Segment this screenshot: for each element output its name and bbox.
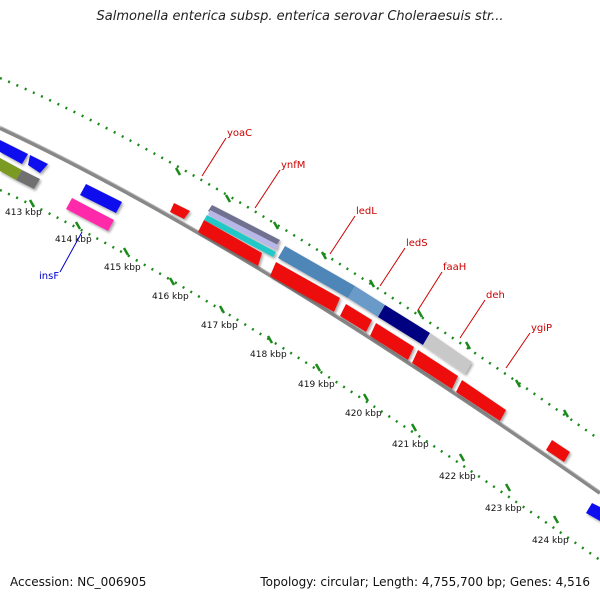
leader-line-insF xyxy=(59,231,83,273)
gene-feature-blue[interactable] xyxy=(586,503,600,521)
gene-label-insF[interactable]: insF xyxy=(39,271,59,282)
leader-line-yoaC xyxy=(201,137,227,177)
tick-labels: 413 kbp 414 kbp 415 kbp 416 kbp 417 kbp … xyxy=(5,208,569,546)
outer-dotted-ring xyxy=(0,76,600,442)
tick-label: 424 kbp xyxy=(532,536,569,546)
leader-line-ledS xyxy=(379,247,406,287)
gene-feature-blue[interactable] xyxy=(80,184,122,213)
accession-text: Accession: NC_006905 xyxy=(10,575,147,589)
tick-label: 413 kbp xyxy=(5,208,42,218)
gene-feature-slate[interactable] xyxy=(208,205,280,246)
outer-tick xyxy=(416,309,424,318)
gene-feature-blue[interactable] xyxy=(28,155,48,173)
inner-tick xyxy=(362,393,370,402)
gene-feature-red-small[interactable] xyxy=(170,203,190,219)
inner-tick xyxy=(218,305,226,314)
outer-tick xyxy=(562,409,570,418)
gene-feature-red[interactable] xyxy=(412,350,458,389)
gene-feature-faaH[interactable] xyxy=(378,305,430,345)
gene-feature-olive[interactable] xyxy=(0,158,22,180)
label-leader-lines xyxy=(59,137,531,369)
forward-genes xyxy=(0,140,472,374)
map-title: Salmonella enterica subsp. enterica sero… xyxy=(96,9,504,24)
outer-tick xyxy=(368,279,376,288)
inner-tick xyxy=(504,483,512,492)
gene-feature-red[interactable] xyxy=(340,304,372,332)
leader-line-faaH xyxy=(417,271,443,311)
tick-label: 419 kbp xyxy=(298,380,335,390)
gene-feature-deh[interactable] xyxy=(423,333,472,374)
gene-label-faaH[interactable]: faaH xyxy=(443,262,466,273)
inner-tick xyxy=(266,335,274,344)
leader-line-ygiP xyxy=(505,332,531,369)
tick-label: 423 kbp xyxy=(485,504,522,514)
leader-line-ynfM xyxy=(254,169,281,209)
tick-label: 414 kbp xyxy=(55,235,92,245)
gene-feature-ledS[interactable] xyxy=(348,286,385,317)
gene-feature-red[interactable] xyxy=(270,262,340,312)
tick-label: 417 kbp xyxy=(201,321,238,331)
outer-tick xyxy=(464,341,472,350)
leader-line-ledL xyxy=(329,215,356,255)
outer-tick xyxy=(224,194,232,203)
genome-backbone-highlight xyxy=(0,125,600,492)
gene-feature-teal[interactable] xyxy=(204,215,276,257)
gene-feature-red[interactable] xyxy=(198,220,262,266)
inner-tick xyxy=(28,199,36,208)
gene-feature-magenta[interactable] xyxy=(66,198,114,231)
tick-label: 422 kbp xyxy=(439,472,476,482)
genome-summary-text: Topology: circular; Length: 4,755,700 bp… xyxy=(260,575,590,589)
inner-tick xyxy=(314,363,322,372)
inner-tick xyxy=(74,221,82,230)
leader-line-deh xyxy=(459,299,486,339)
gene-feature-red[interactable] xyxy=(546,440,570,462)
genome-backbone xyxy=(0,126,600,495)
outer-tick xyxy=(174,167,182,176)
inner-tick xyxy=(552,515,560,524)
inner-ring-ticks xyxy=(28,199,560,524)
inner-tick xyxy=(122,247,130,256)
tick-label: 416 kbp xyxy=(152,292,189,302)
outer-tick xyxy=(272,221,280,230)
gene-label-ledS[interactable]: ledS xyxy=(406,238,428,249)
inner-tick xyxy=(458,453,466,462)
gene-label-ygiP[interactable]: ygiP xyxy=(531,323,552,334)
gene-feature-red[interactable] xyxy=(456,380,506,421)
gene-label-deh[interactable]: deh xyxy=(486,290,505,301)
gene-label-ynfM[interactable]: ynfM xyxy=(281,160,305,171)
gene-feature-lavender[interactable] xyxy=(208,210,278,250)
tick-label: 415 kbp xyxy=(104,263,141,273)
gene-feature-blue[interactable] xyxy=(0,140,28,164)
gene-label-yoaC[interactable]: yoaC xyxy=(227,128,252,139)
outer-tick xyxy=(320,251,328,260)
inner-tick xyxy=(410,423,418,432)
outer-tick xyxy=(514,379,522,388)
reverse-genes xyxy=(0,158,600,521)
gene-labels: yoaC ynfM ledL ledS faaH deh ygiP insF xyxy=(39,128,552,334)
tick-label: 420 kbp xyxy=(345,409,382,419)
inner-tick xyxy=(168,277,176,286)
gene-label-ledL[interactable]: ledL xyxy=(356,206,377,217)
tick-label: 421 kbp xyxy=(392,440,429,450)
tick-label: 418 kbp xyxy=(250,350,287,360)
outer-ring-ticks xyxy=(174,167,570,418)
gene-feature-ledL[interactable] xyxy=(278,246,355,298)
gene-feature-gray[interactable] xyxy=(16,170,40,189)
gene-feature-red[interactable] xyxy=(370,323,414,360)
